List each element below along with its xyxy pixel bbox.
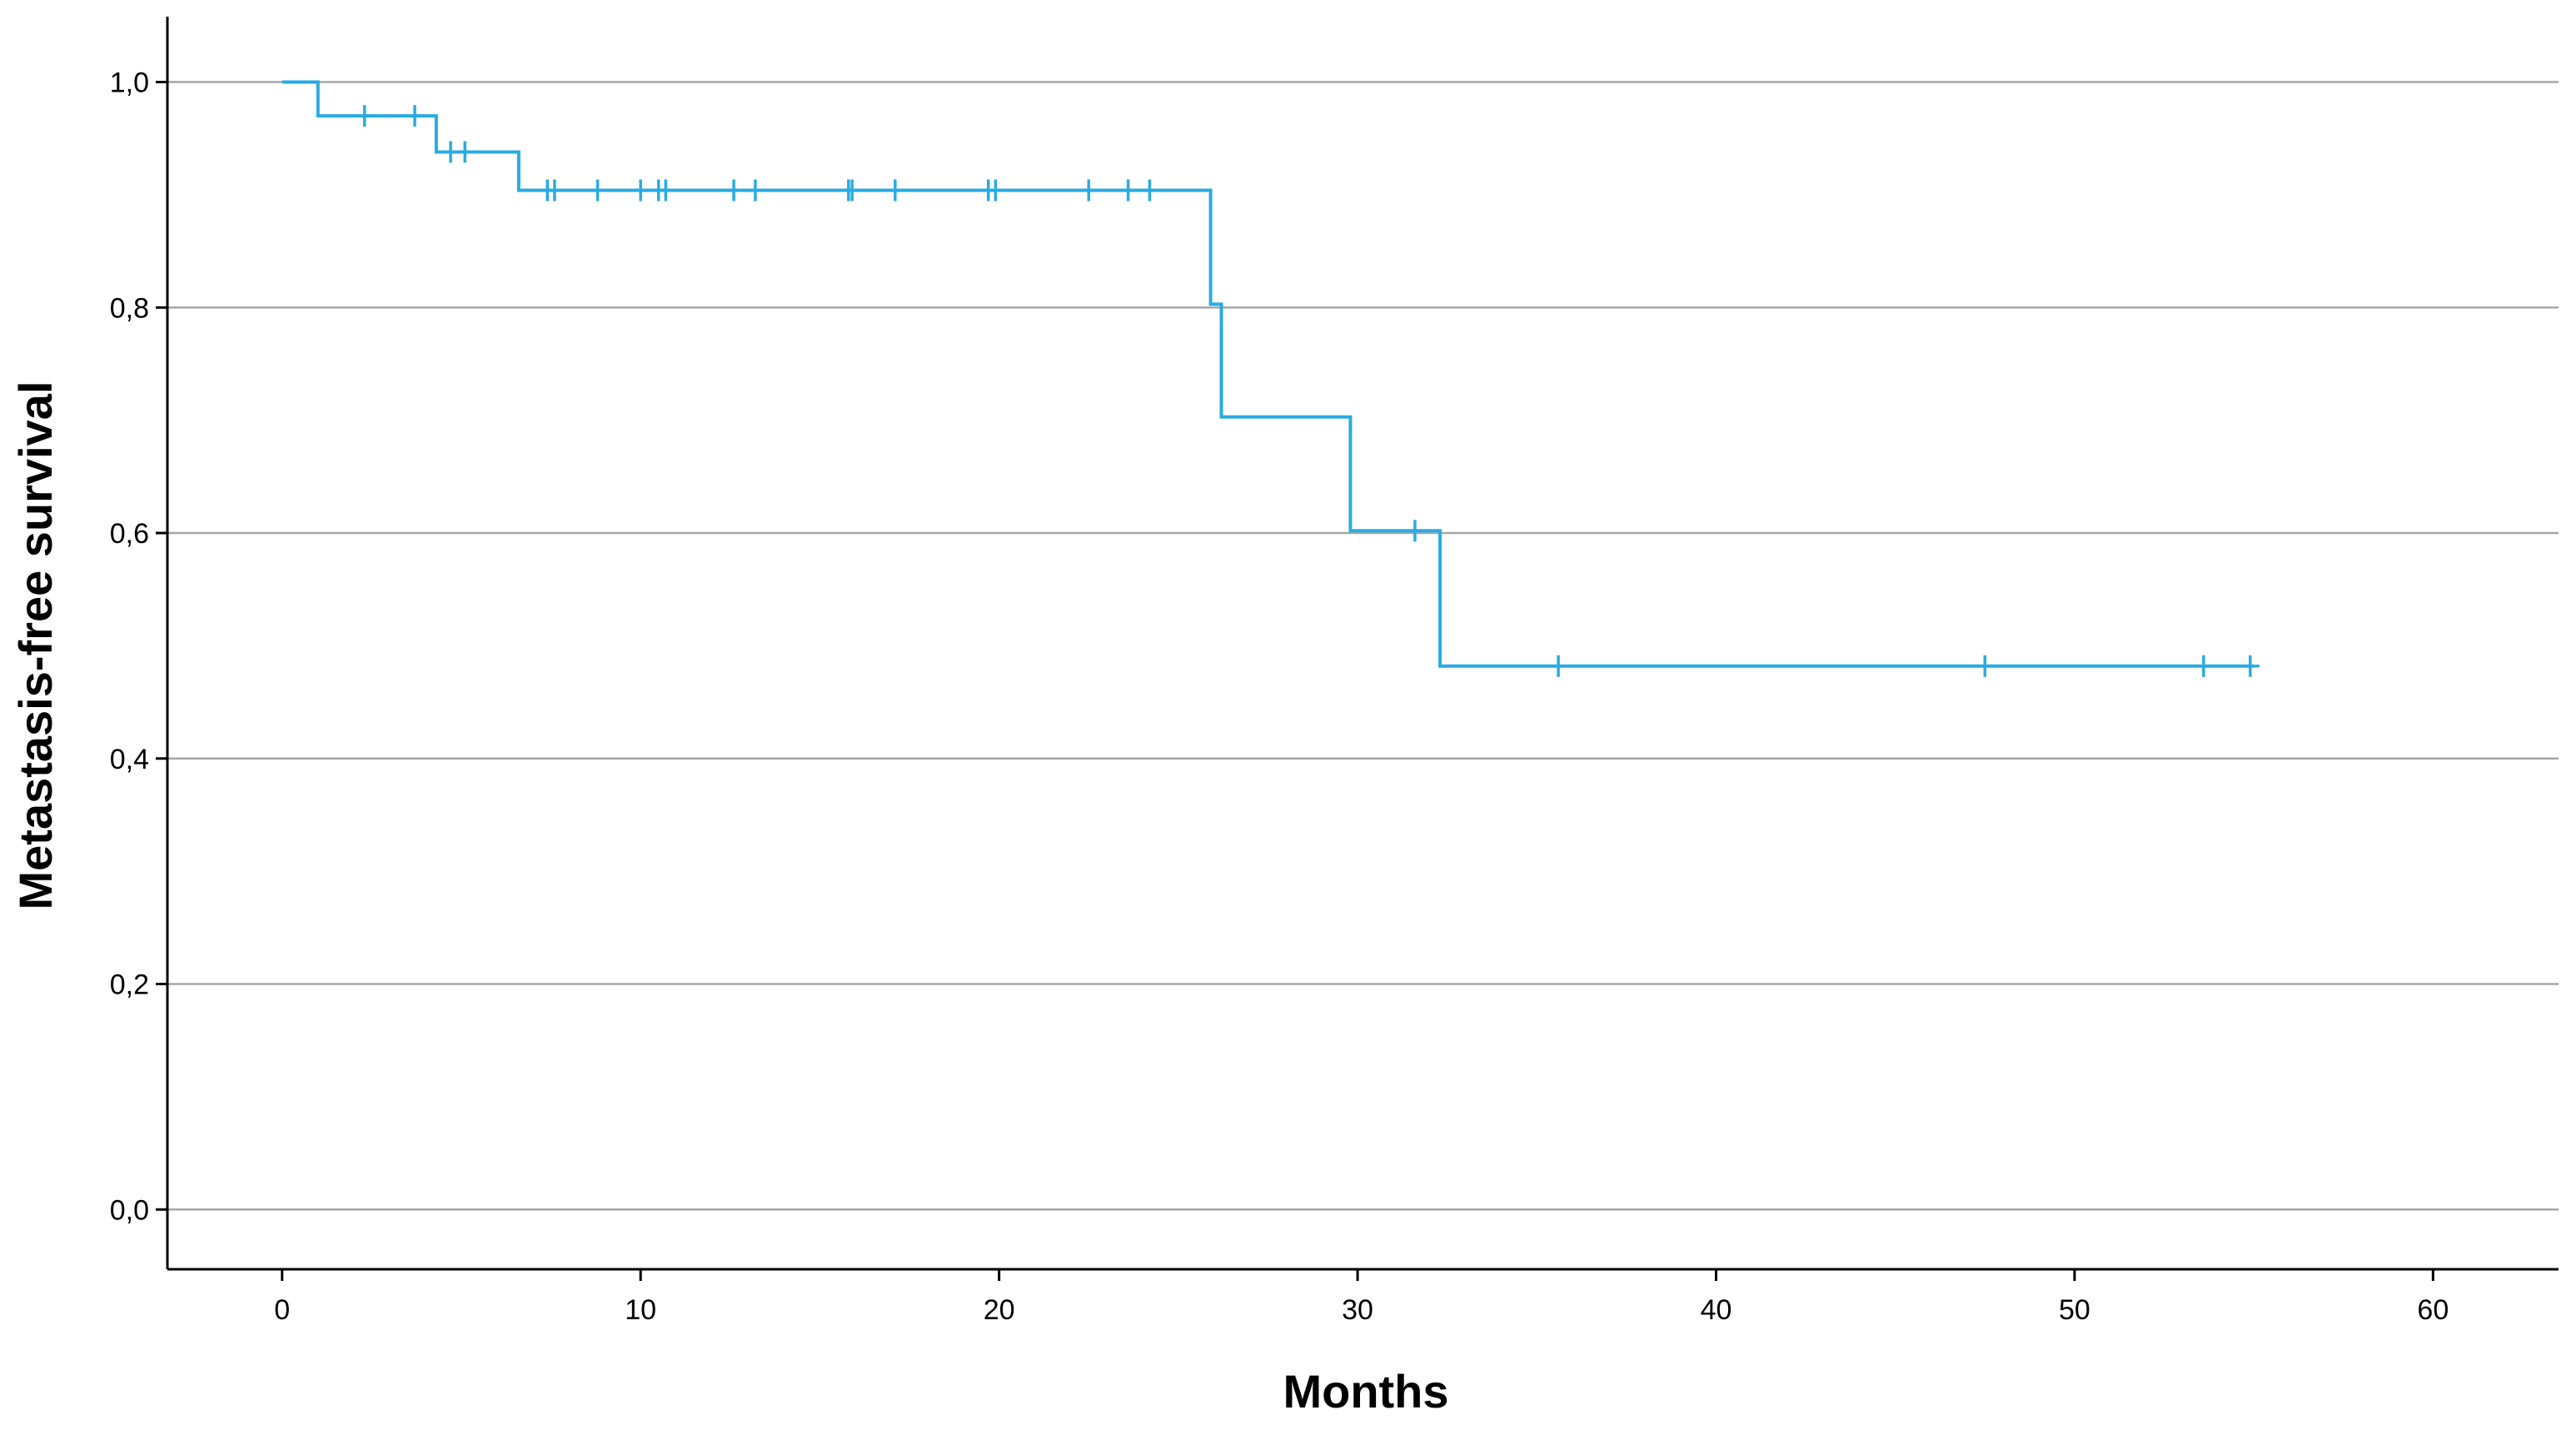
censor-mark — [588, 179, 607, 202]
censor-mark — [545, 179, 564, 202]
y-tick-label: 0,0 — [110, 1194, 149, 1226]
x-tick-label: 50 — [2059, 1294, 2090, 1326]
censor-mark — [986, 179, 1005, 202]
censor-mark — [1079, 179, 1099, 202]
x-tick-label: 0 — [274, 1294, 290, 1326]
censor-mark — [355, 105, 374, 127]
y-tick-label: 0,6 — [110, 518, 149, 550]
censor-mark — [631, 179, 650, 202]
survival-curve-layer — [282, 80, 2255, 668]
censor-mark — [843, 179, 862, 202]
y-axis-title: Metastasis-free survival — [9, 381, 62, 909]
censor-mark — [1119, 179, 1138, 202]
censor-mark — [725, 179, 744, 202]
survival-step-line — [282, 80, 2255, 668]
censor-mark — [456, 141, 475, 163]
censor-mark — [745, 179, 765, 202]
censor-mark — [406, 105, 424, 127]
x-tick-label: 60 — [2417, 1294, 2449, 1326]
y-tick-label: 0,4 — [110, 744, 149, 775]
x-tick-label: 40 — [1701, 1294, 1732, 1326]
y-tick-label: 0,8 — [110, 292, 149, 324]
censor-mark — [1976, 655, 1995, 677]
x-axis-title: Months — [1283, 1365, 1448, 1418]
censor-mark — [1405, 520, 1424, 542]
gridlines — [167, 81, 2559, 1211]
censor-mark — [1549, 655, 1568, 677]
axis-ticks — [156, 81, 2434, 1281]
x-tick-label: 10 — [625, 1294, 656, 1326]
axis-tick-labels: 0,0 0,2 0,4 0,6 0,8 1,0 0 10 20 30 40 50 60 — [110, 67, 2449, 1326]
y-tick-label: 0,2 — [110, 969, 149, 1001]
x-tick-label: 20 — [984, 1294, 1015, 1326]
censor-marks — [355, 105, 2260, 677]
censor-mark — [2194, 655, 2213, 677]
y-tick-label: 1,0 — [110, 67, 149, 99]
censor-mark — [1140, 179, 1159, 202]
x-tick-label: 30 — [1342, 1294, 1373, 1326]
censor-mark — [885, 179, 904, 202]
censor-mark — [656, 179, 675, 202]
censor-mark — [2240, 655, 2260, 677]
